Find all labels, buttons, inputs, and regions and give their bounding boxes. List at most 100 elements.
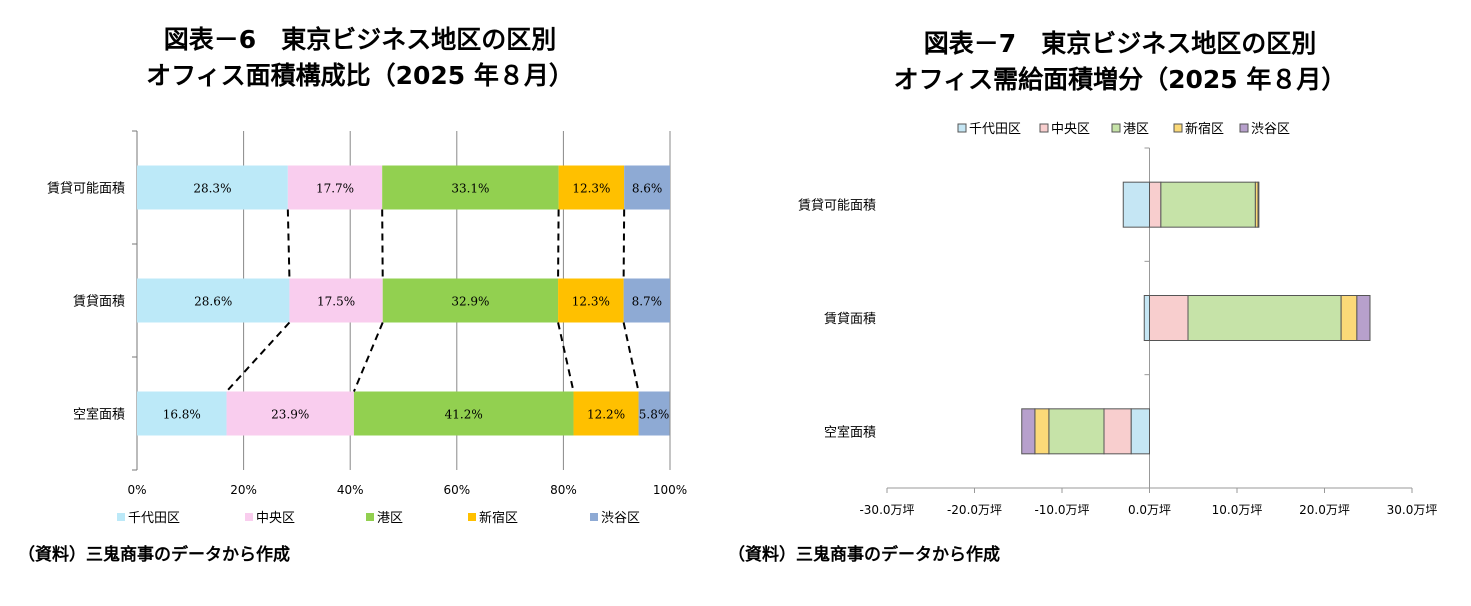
chart6-connector-line xyxy=(381,209,384,279)
chart6-legend-swatch xyxy=(366,513,374,521)
chart7-bar-segment xyxy=(1160,181,1256,228)
chart7-x-tick-label: -30.0万坪 xyxy=(859,503,914,517)
chart6-legend-swatch xyxy=(468,513,476,521)
chart7-bar-segment xyxy=(1143,295,1150,341)
chart6-data-label: 8.7% xyxy=(632,295,663,309)
chart6-bar-segment xyxy=(624,165,670,210)
chart7-legend-label: 千代田区 xyxy=(969,122,1021,137)
chart7-legend-label: 中央区 xyxy=(1051,122,1090,137)
chart6-title-line1: 図表－6 東京ビジネス地区の区別 xyxy=(163,25,557,54)
chart7-bar-segment xyxy=(1257,181,1260,228)
chart6-data-label: 28.3% xyxy=(193,182,231,196)
chart6-legend-swatch xyxy=(590,513,598,521)
chart6-category-label: 空室面積 xyxy=(73,407,125,423)
chart7-bar-segment xyxy=(1356,295,1371,341)
chart6-bar-segment xyxy=(558,165,625,210)
chart6-data-label: 33.1% xyxy=(451,182,489,196)
chart6-bar-segment xyxy=(382,278,559,323)
chart6-connector-line xyxy=(557,322,575,392)
chart6-bar-segment xyxy=(573,391,639,436)
chart6-legend-label: 千代田区 xyxy=(128,511,180,526)
chart6-connector-line xyxy=(622,209,626,279)
chart6-category-label: 賃貸面積 xyxy=(73,294,125,310)
chart6-bar-segment xyxy=(226,391,354,436)
chart6-source: （資料）三鬼商事のデータから作成 xyxy=(18,545,290,565)
chart6-legend-swatch xyxy=(245,513,253,521)
chart6-x-tick-label: 80% xyxy=(550,483,577,497)
chart7-x-tick-label: 0.0万坪 xyxy=(1128,503,1171,517)
chart6-x-tick-label: 100% xyxy=(653,483,687,497)
chart6-data-label: 23.9% xyxy=(271,408,309,422)
chart7-title-line1: 図表－7 東京ビジネス地区の区別 xyxy=(923,29,1317,58)
chart7-bar-segment xyxy=(1130,408,1150,455)
chart7-x-tick-label: -10.0万坪 xyxy=(1034,503,1089,517)
chart6-legend-swatch xyxy=(117,513,125,521)
chart6-bar-segment xyxy=(382,165,559,210)
chart7-x-tick-label: 10.0万坪 xyxy=(1212,503,1263,517)
chart6-connector-line xyxy=(225,321,291,393)
chart6-data-label: 12.3% xyxy=(572,182,610,196)
chart6-bar-segment xyxy=(623,278,670,323)
chart7-category-label: 空室面積 xyxy=(824,424,876,440)
chart7-legend-label: 渋谷区 xyxy=(1251,122,1290,137)
chart6-bar-segment xyxy=(289,278,383,323)
chart6-x-tick-label: 40% xyxy=(337,483,364,497)
chart6-bar-segment xyxy=(137,391,227,436)
chart6-data-label: 32.9% xyxy=(451,295,489,309)
chart6-data-label: 28.6% xyxy=(194,295,232,309)
chart7-legend-swatch xyxy=(1039,123,1049,133)
chart6-data-label: 16.8% xyxy=(163,408,201,422)
chart6-data-label: 12.2% xyxy=(587,408,625,422)
chart6-x-tick-label: 60% xyxy=(443,483,470,497)
chart7-title: 図表－7 東京ビジネス地区の区別 オフィス需給面積増分（2025 年８月） xyxy=(820,26,1420,98)
chart7-legend-swatch xyxy=(1111,123,1121,133)
chart7-source: （資料）三鬼商事のデータから作成 xyxy=(728,545,1000,565)
chart7-bar-segment xyxy=(1187,295,1342,341)
chart6-x-tick-label: 20% xyxy=(230,483,257,497)
chart6-legend-label: 中央区 xyxy=(256,511,295,526)
chart6-connector-line xyxy=(286,209,291,279)
chart6-bar-segment xyxy=(287,165,383,210)
chart7-bar-segment xyxy=(1034,408,1050,455)
chart7-legend-swatch xyxy=(1239,123,1249,133)
chart6-data-label: 17.7% xyxy=(316,182,354,196)
chart7-bar-segment xyxy=(1103,408,1132,455)
chart6-legend-label: 渋谷区 xyxy=(601,511,640,526)
chart6-x-tick-label: 0% xyxy=(127,483,146,497)
chart7-bar-segment xyxy=(1048,408,1105,455)
chart6-connector-line xyxy=(353,322,384,392)
chart7-legend-label: 港区 xyxy=(1123,122,1149,137)
chart7-legend-swatch xyxy=(957,123,967,133)
chart7-title-line2: オフィス需給面積増分（2025 年８月） xyxy=(893,65,1347,94)
chart6-category-label: 賃貸可能面積 xyxy=(47,181,125,197)
chart6-bar-segment xyxy=(353,391,574,436)
chart6-data-label: 5.8% xyxy=(639,408,670,422)
chart6-connector-line xyxy=(622,322,640,392)
chart6-data-label: 41.2% xyxy=(445,408,483,422)
chart7-category-label: 賃貸可能面積 xyxy=(798,198,876,214)
chart7-bar-segment xyxy=(1149,295,1189,341)
chart6-title-line2: オフィス面積構成比（2025 年８月） xyxy=(146,61,574,90)
chart7-category-label: 賃貸面積 xyxy=(824,311,876,327)
chart6-bar-segment xyxy=(558,278,624,323)
chart7-x-tick-label: 20.0万坪 xyxy=(1299,503,1350,517)
chart7-x-tick-label: 30.0万坪 xyxy=(1387,503,1438,517)
chart6-connector-line xyxy=(557,209,560,279)
chart6-data-label: 8.6% xyxy=(632,182,663,196)
chart6-data-label: 17.5% xyxy=(317,295,355,309)
chart7-legend-label: 新宿区 xyxy=(1185,121,1224,137)
chart7-legend-swatch xyxy=(1173,123,1183,133)
chart7-bar-segment xyxy=(1122,181,1150,228)
chart7-x-tick-label: -20.0万坪 xyxy=(947,503,1002,517)
chart6-data-label: 12.3% xyxy=(572,295,610,309)
chart7-bar-segment xyxy=(1021,408,1036,455)
chart6-bar-segment xyxy=(137,165,288,210)
chart6-legend-label: 新宿区 xyxy=(479,510,518,526)
chart6-bar-segment xyxy=(638,391,670,436)
chart7-bar-segment xyxy=(1340,295,1358,341)
chart7-bar-segment xyxy=(1149,181,1162,228)
chart6-bar-segment xyxy=(137,278,290,323)
chart6-legend-label: 港区 xyxy=(377,511,403,526)
chart6-title: 図表－6 東京ビジネス地区の区別 オフィス面積構成比（2025 年８月） xyxy=(60,22,660,94)
